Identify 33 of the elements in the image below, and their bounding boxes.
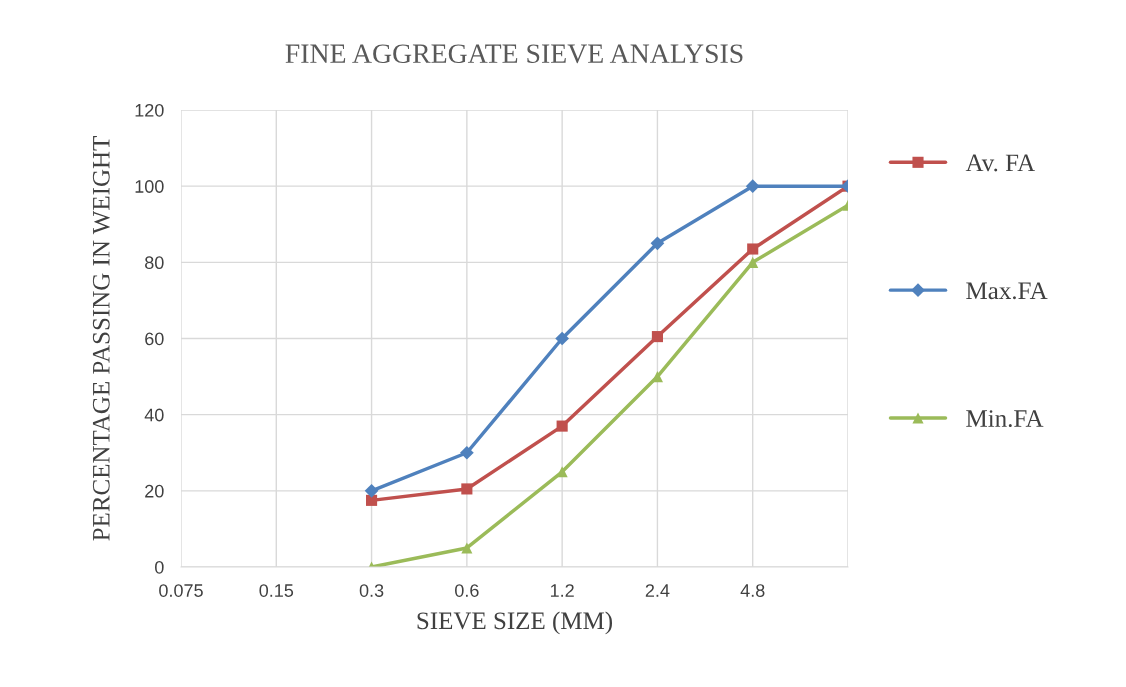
point xyxy=(556,466,568,478)
point xyxy=(650,236,665,251)
x-tick-label: 0.15 xyxy=(259,584,294,597)
point xyxy=(461,542,473,554)
legend-label: Min.FA xyxy=(966,410,1044,428)
y-tick-label: 100 xyxy=(135,180,164,193)
point xyxy=(747,243,759,255)
point xyxy=(366,494,378,506)
chart-title: FINE AGGREGATE SIEVE ANALYSIS xyxy=(285,44,743,64)
x-tick-label: 0.6 xyxy=(455,584,479,597)
legend-label: Av. FA xyxy=(965,154,1036,172)
x-tick-label: 0.075 xyxy=(159,584,203,597)
point xyxy=(747,256,759,268)
y-tick-label: 20 xyxy=(145,484,164,498)
x-tick-label: 1.2 xyxy=(550,584,574,597)
point xyxy=(459,445,474,460)
y-tick-label: 80 xyxy=(145,256,164,270)
point xyxy=(745,179,760,194)
y-tick-label: 0 xyxy=(155,560,164,574)
y-tick-label: 120 xyxy=(135,103,164,117)
legend-label: Max.FA xyxy=(966,282,1048,300)
point xyxy=(364,483,379,498)
y-axis-title: PERCENTAGE PASSING IN WEIGHT xyxy=(92,136,110,541)
point xyxy=(651,331,663,343)
x-tick-label: 0.3 xyxy=(359,584,384,597)
point xyxy=(556,420,568,432)
point xyxy=(461,483,473,495)
x-axis-title: SIEVE SIZE (MM) xyxy=(417,611,613,635)
x-tick-label: 2.4 xyxy=(645,584,670,597)
point xyxy=(555,331,570,346)
y-tick-label: 40 xyxy=(144,408,164,422)
x-tick-label: 4.8 xyxy=(740,584,765,597)
y-tick-label: 60 xyxy=(145,332,164,346)
